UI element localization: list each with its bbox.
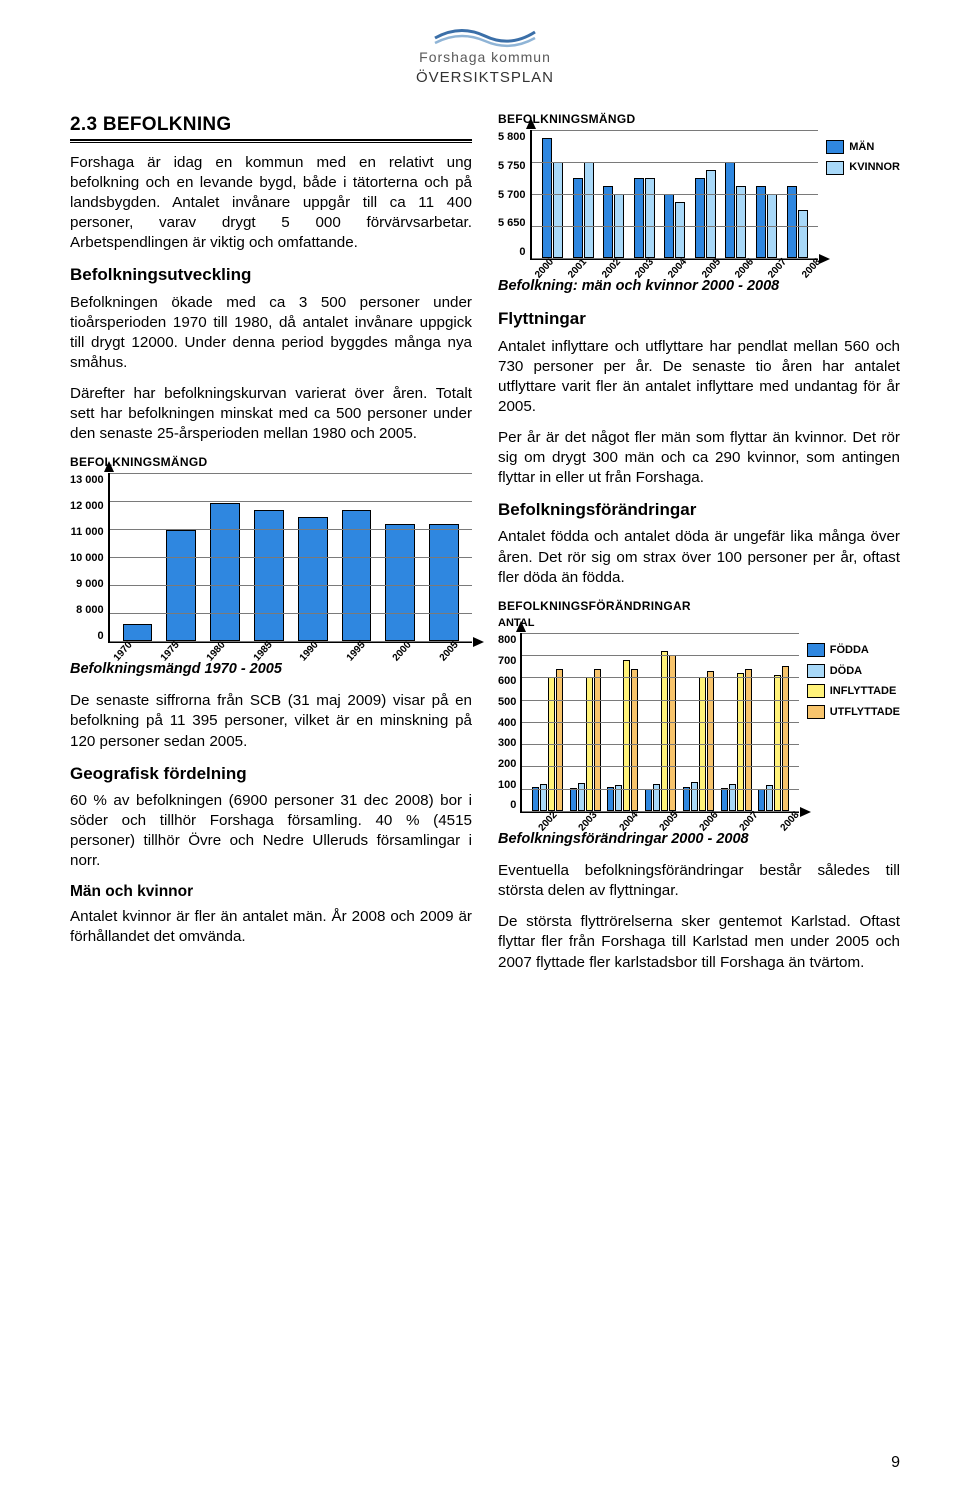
y-axis-labels: 5 8005 7505 7005 6500 <box>498 130 530 260</box>
chart-bar <box>787 186 797 258</box>
chart-bar <box>542 138 552 258</box>
chart-bar <box>756 186 766 258</box>
chart-legend: MÄN KVINNOR <box>818 130 900 260</box>
chart-bar <box>634 178 644 258</box>
chart-bar <box>645 789 652 811</box>
chart-bar <box>385 524 415 642</box>
chart-befolkningsforandringar-2000-2008: BEFOLKNINGSFÖRÄNDRINGAR ANTAL 8007006005… <box>498 599 900 829</box>
chart-bar <box>570 788 577 811</box>
chart-man-kvinnor-2000-2008: BEFOLKNINGSMÄNGD 5 8005 7505 7005 6500 M… <box>498 112 900 275</box>
chart-bar <box>737 673 744 811</box>
intro-paragraph: Forshaga är idag en kommun med en relati… <box>70 153 472 253</box>
chart-bar <box>584 162 594 258</box>
chart-bar <box>736 186 746 258</box>
wave-icon <box>430 20 540 48</box>
paragraph: Antalet inflyttare och utflyttare har pe… <box>498 337 900 417</box>
chart-y-title: ANTAL <box>498 616 900 631</box>
chart-bar <box>706 170 716 258</box>
x-axis-labels: 2002200320042005200620072008 <box>498 815 900 828</box>
legend-item: INFLYTTADE <box>807 684 900 699</box>
legend-item: MÄN <box>826 140 900 155</box>
chart-title: BEFOLKNINGSMÄNGD <box>498 112 900 128</box>
chart-caption: Befolkningsmängd 1970 - 2005 <box>70 660 472 679</box>
title-rule <box>70 139 472 143</box>
right-column: BEFOLKNINGSMÄNGD 5 8005 7505 7005 6500 M… <box>498 112 900 984</box>
chart-plot-area <box>530 130 819 260</box>
chart-bar <box>645 178 655 258</box>
left-column: 2.3 BEFOLKNING Forshaga är idag en kommu… <box>70 112 472 984</box>
paragraph: 60 % av befolkningen (6900 personer 31 d… <box>70 791 472 871</box>
chart-bar <box>429 524 459 642</box>
arrow-right-icon <box>473 637 484 647</box>
chart-bar <box>675 202 685 258</box>
chart-bar <box>669 655 676 811</box>
chart-bar <box>661 651 668 811</box>
chart-bar <box>798 210 808 258</box>
page-number: 9 <box>891 1454 900 1472</box>
chart-title: BEFOLKNINGSMÄNGD <box>70 455 472 471</box>
chart-bar <box>603 186 613 258</box>
y-axis-labels: 8007006005004003002001000 <box>498 633 520 813</box>
chart-bar <box>573 178 583 258</box>
logo-text: Forshaga kommun <box>70 49 900 65</box>
arrow-up-icon <box>104 461 114 472</box>
chart-plot-area <box>108 473 472 643</box>
chart-plot-area <box>520 633 798 813</box>
paragraph: Antalet kvinnor är fler än antalet män. … <box>70 907 472 947</box>
paragraph: De senaste siffrorna från SCB (31 maj 20… <box>70 691 472 751</box>
chart-bar <box>578 783 585 811</box>
chart-legend: FÖDDA DÖDA INFLYTTADE UTFLYTTADE <box>799 633 900 813</box>
arrow-up-icon <box>516 621 526 632</box>
paragraph: De största flyttrörelserna sker gentemot… <box>498 912 900 972</box>
legend-item: UTFLYTTADE <box>807 705 900 720</box>
heading-befolkningsutveckling: Befolkningsutveckling <box>70 264 472 286</box>
chart-bar <box>298 517 328 641</box>
chart-bar <box>707 671 714 811</box>
heading-flyttningar: Flyttningar <box>498 308 900 330</box>
legend-item: FÖDDA <box>807 643 900 658</box>
chart-bar <box>774 675 781 811</box>
chart-bar <box>695 178 705 258</box>
chart-bar <box>607 787 614 811</box>
chart-bar <box>725 162 735 258</box>
arrow-up-icon <box>526 118 536 129</box>
chart-bar <box>210 503 240 641</box>
legend-item: DÖDA <box>807 664 900 679</box>
heading-geografisk-fordelning: Geografisk fördelning <box>70 763 472 785</box>
legend-item: KVINNOR <box>826 160 900 175</box>
x-axis-labels: 19701975198019851990199520002005 <box>70 645 472 658</box>
municipality-logo: Forshaga kommun <box>70 20 900 65</box>
paragraph: Därefter har befolkningskurvan varierat … <box>70 384 472 444</box>
heading-man-och-kvinnor: Män och kvinnor <box>70 882 472 902</box>
plan-label: ÖVERSIKTSPLAN <box>70 69 900 86</box>
section-title: 2.3 BEFOLKNING <box>70 112 472 137</box>
paragraph: Per år är det något fler män som flyttar… <box>498 428 900 488</box>
chart-bar <box>532 787 539 811</box>
paragraph: Eventuella befolkningsförändringar bestå… <box>498 861 900 901</box>
chart-befolkningsmangd-1970-2005: BEFOLKNINGSMÄNGD 13 00012 00011 00010 00… <box>70 455 472 658</box>
heading-befolkningsforandringar: Befolkningsförändringar <box>498 499 900 521</box>
chart-bar <box>691 782 698 811</box>
chart-title: BEFOLKNINGSFÖRÄNDRINGAR <box>498 599 900 615</box>
x-axis-labels: 200020012002200320042005200620072008 <box>498 262 900 275</box>
paragraph: Antalet födda och antalet döda är ungefä… <box>498 527 900 587</box>
y-axis-labels: 13 00012 00011 00010 0009 0008 0000 <box>70 473 108 643</box>
chart-bar <box>553 162 563 258</box>
paragraph: Befolkningen ökade med ca 3 500 personer… <box>70 293 472 373</box>
